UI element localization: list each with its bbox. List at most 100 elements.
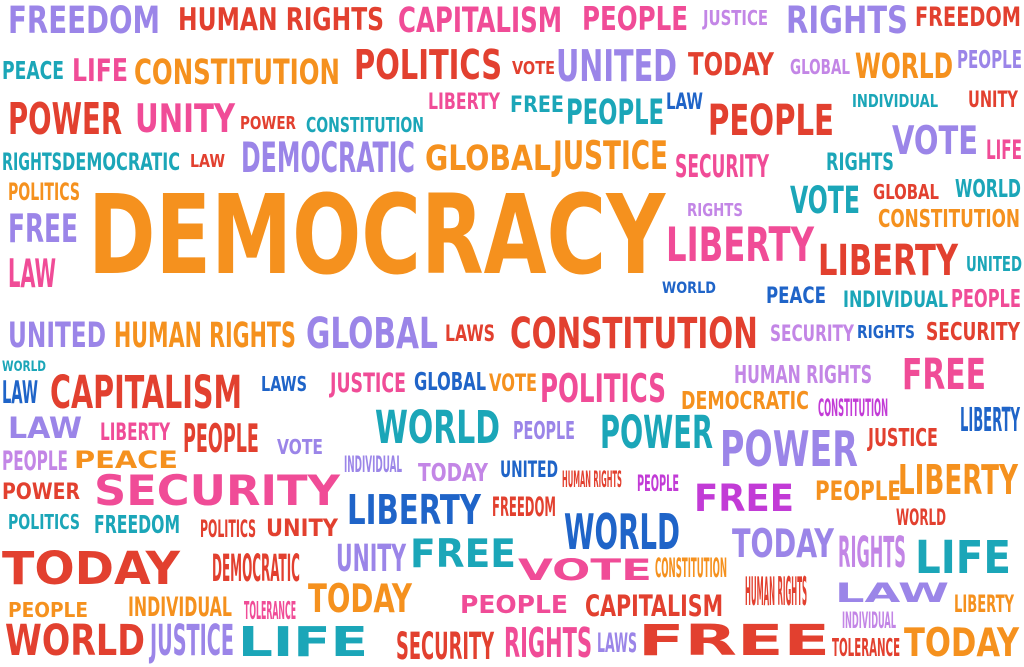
word-justice: JUSTICE [868,423,938,452]
word-liberty: LIBERTY [960,400,1020,439]
word-justice: JUSTICE [553,134,668,179]
word-justice: JUSTICE [330,368,406,399]
word-people: PEOPLE [815,476,902,507]
word-constitution: CONSTITUTION [878,204,1021,233]
word-world: WORLD [564,504,681,561]
word-security: SECURITY [675,149,769,185]
word-world: WORLD [5,616,145,666]
word-laws: LAWS [261,372,308,396]
word-individual: INDIVIDUAL [842,609,897,634]
word-peace: PEACE [74,446,178,474]
word-capitalism: CAPITALISM [585,589,724,623]
word-rights: RIGHTS [786,0,908,42]
word-vote: VOTE [892,119,978,164]
word-world: WORLD [375,401,501,454]
word-rights: RIGHTS [2,148,62,176]
word-politics: POLITICS [540,367,666,412]
word-free: FREE [902,350,987,400]
word-people: PEOPLE [513,416,575,445]
word-rights: RIGHTS [838,528,906,578]
word-rights: RIGHTS [504,619,593,667]
word-people: PEOPLE [708,96,834,146]
word-today: TODAY [732,522,834,567]
word-tolerance: TOLERANCE [244,596,297,625]
word-individual: INDIVIDUAL [344,453,403,478]
word-constitution: CONSTITUTION [134,53,340,93]
word-today: TODAY [308,577,412,622]
word-power: POWER [720,421,858,478]
word-people: PEOPLE [8,598,88,622]
word-global: GLOBAL [414,367,487,396]
word-democratic: DEMOCRATIC [212,547,300,590]
word-constitution: CONSTITUTION [306,113,425,137]
word-world: WORLD [855,47,954,87]
word-individual: INDIVIDUAL [843,288,949,313]
word-free: FREE [410,532,516,577]
word-global: GLOBAL [306,309,438,359]
word-people: PEOPLE [957,45,1022,74]
word-law: LAW [8,252,56,297]
word-individual: INDIVIDUAL [852,91,939,112]
word-rights: RIGHTS [857,322,915,343]
word-free: FREE [638,616,831,666]
word-laws: LAWS [597,628,638,659]
word-power: POWER [8,94,123,145]
word-vote: VOTE [790,179,860,222]
word-today: TODAY [904,621,1020,666]
word-freedom: FREEDOM [492,492,556,523]
word-united: UNITED [966,252,1022,276]
word-democratic: DEMOCRATIC [241,133,415,182]
word-politics: POLITICS [200,515,257,543]
word-peace: PEACE [766,284,826,309]
word-people: PEOPLE [951,284,1021,313]
word-law: LAW [8,411,83,445]
word-people: PEOPLE [183,417,259,462]
word-world: WORLD [955,174,1021,203]
word-united: UNITED [556,41,678,92]
word-security: SECURITY [770,322,855,347]
word-global: GLOBAL [873,180,940,204]
word-liberty: LIBERTY [954,590,1015,618]
word-capitalism: CAPITALISM [398,1,563,41]
word-liberty: LIBERTY [428,90,500,115]
word-freedom: FREEDOM [915,2,1021,33]
word-people: PEOPLE [582,0,689,38]
word-today: TODAY [418,458,488,487]
word-life: LIFE [238,618,368,666]
word-liberty: LIBERTY [666,218,814,273]
word-free: FREE [8,207,78,252]
word-united: UNITED [500,458,559,483]
word-united: UNITED [8,316,106,356]
word-democratic: DEMOCRATIC [62,148,181,176]
word-today: TODAY [2,542,180,595]
word-constitution: CONSTITUTION [818,394,889,422]
word-vote: VOTE [489,369,538,397]
word-freedom: FREEDOM [94,510,181,539]
word-power: POWER [600,406,713,459]
word-today: TODAY [688,47,774,83]
word-rights: RIGHTS [687,200,744,221]
word-vote: VOTE [277,435,324,459]
word-security: SECURITY [94,466,340,515]
word-law: LAW [835,578,950,609]
word-human-rights: HUMAN RIGHTS [114,316,296,356]
word-human-rights: HUMAN RIGHTS [734,360,873,389]
word-security: SECURITY [926,317,1020,346]
word-human-rights: HUMAN RIGHTS [562,468,622,493]
word-democratic: DEMOCRATIC [681,386,809,415]
word-freedom: FREEDOM [8,0,161,42]
word-free: FREE [510,93,564,118]
word-constitution: CONSTITUTION [510,309,758,359]
word-world: WORLD [896,506,947,531]
word-people: PEOPLE [566,93,665,133]
word-liberty: LIBERTY [347,486,481,534]
word-people: PEOPLE [2,446,68,477]
word-power: POWER [2,480,81,505]
word-world: WORLD [2,359,46,375]
word-liberty: LIBERTY [100,418,171,446]
word-liberty: LIBERTY [898,456,1018,504]
word-global: GLOBAL [790,55,851,79]
word-free: FREE [694,477,794,520]
word-politics: POLITICS [354,41,503,89]
